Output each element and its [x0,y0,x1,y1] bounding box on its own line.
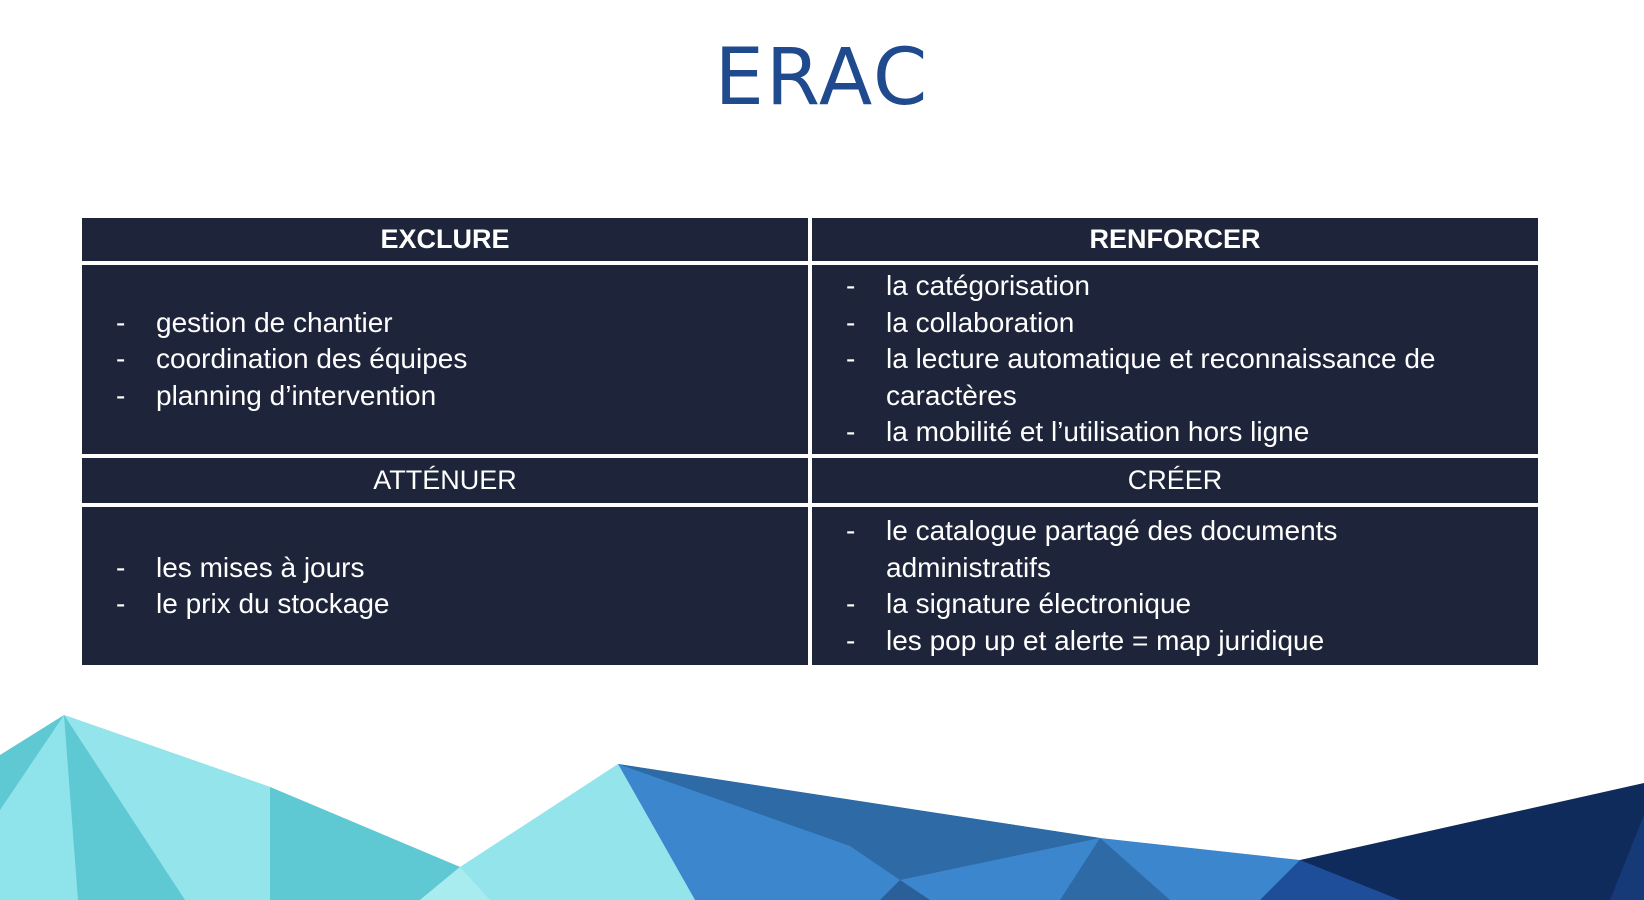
mountain-facet [618,764,1100,880]
bullet-dash: - [116,551,126,583]
list-item: - coordination des équipes [114,341,778,378]
creer-list: - le catalogue partagé des documents admi… [844,513,1508,659]
list-item: - la collaboration [844,305,1508,342]
exclure-list: - gestion de chantier - coordination des é… [114,305,778,415]
bullet-dash: - [846,515,856,546]
list-item-text: le catalogue partagé des documents admin… [886,515,1338,583]
list-item: - planning d’intervention [114,378,778,415]
list-item-text: la collaboration [886,306,1075,338]
list-item-text: la signature électronique [886,588,1192,619]
list-item-text: la mobilité et l’utilisation hors ligne [886,416,1310,448]
erac-table: EXCLURE RENFORCER - gestion de chantier -… [82,218,1538,669]
bullet-dash: - [846,343,856,375]
bullet-dash: - [846,306,856,338]
bullet-dash: - [116,306,126,338]
mountain-facet [1300,783,1644,900]
list-item-text: planning d’intervention [156,379,437,411]
header-exclure: EXCLURE [82,218,808,261]
slide-title: ERAC [714,33,930,123]
mountain-facet [420,867,490,900]
header-renforcer: RENFORCER [812,218,1538,261]
list-item: - gestion de chantier [114,305,778,342]
cell-renforcer: - la catégorisation - la collaboration - la… [812,265,1538,454]
bullet-dash: - [846,624,856,656]
header-creer: CRÉER [812,458,1538,503]
list-item-text: coordination des équipes [156,343,468,375]
list-item-text: les mises à jours [156,551,365,583]
bullet-dash: - [116,379,126,411]
cell-creer: - le catalogue partagé des documents admi… [812,507,1538,665]
mountain-facet [1060,838,1170,900]
list-item: - la mobilité et l’utilisation hors ligne [844,414,1508,451]
cell-exclure: - gestion de chantier - coordination des é… [82,265,808,454]
bullet-dash: - [846,270,856,302]
bullet-dash: - [116,588,126,619]
cell-attenuer: - les mises à jours - le prix du stockage [82,507,808,665]
attenuer-list: - les mises à jours - le prix du stockage [114,550,778,623]
list-item: - le prix du stockage [114,586,778,623]
list-item-text: gestion de chantier [156,306,393,338]
mountain-facet [0,715,78,900]
mountain-facet [420,764,695,900]
list-item: - la signature électronique [844,586,1508,623]
list-item: - les mises à jours [114,550,778,587]
bullet-dash: - [846,416,856,448]
mountain-facet [1260,860,1400,900]
bullet-dash: - [846,588,856,619]
list-item-text: le prix du stockage [156,588,390,619]
list-item-text: la catégorisation [886,270,1090,302]
mountain-facet [64,715,270,900]
decorative-mountains [0,715,1644,900]
renforcer-list: - la catégorisation - la collaboration - la… [844,268,1508,451]
list-item: - la catégorisation [844,268,1508,305]
list-item-text: les pop up et alerte = map juridique [886,624,1325,656]
list-item-text: la lecture automatique et reconnaissance… [886,343,1436,411]
mountain-facet [1610,815,1644,900]
list-item: - le catalogue partagé des documents admi… [844,513,1508,586]
list-item: - les pop up et alerte = map juridique [844,623,1508,660]
mountain-facet [880,880,930,900]
list-item: - la lecture automatique et reconnaissanc… [844,341,1508,414]
bullet-dash: - [116,343,126,375]
header-attenuer: ATTÉNUER [82,458,808,503]
mountain-facet [270,787,460,900]
